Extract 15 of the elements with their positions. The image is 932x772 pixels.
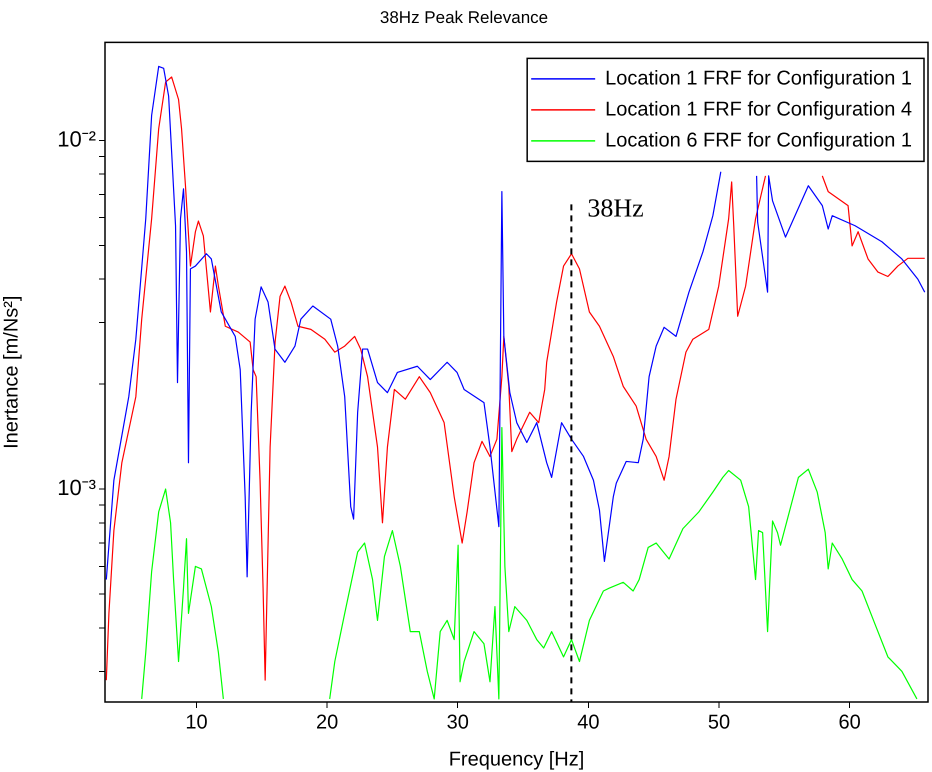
legend-label: Location 1 FRF for Configuration 1 — [605, 67, 912, 90]
y-tick-label: 10⁻³ — [57, 475, 96, 500]
x-tick-label: 10 — [185, 712, 208, 734]
x-axis-title: Frequency [Hz] — [448, 748, 584, 771]
x-tick-label: 30 — [446, 712, 469, 734]
legend-label: Location 6 FRF for Configuration 1 — [605, 129, 912, 152]
x-tick-label: 20 — [316, 712, 338, 734]
y-axis-title: Inertance [m/Ns²] — [0, 296, 23, 449]
x-tick-label: 40 — [577, 712, 600, 734]
ref-line-label: 38Hz — [587, 193, 644, 222]
x-tick-label: 60 — [838, 712, 861, 734]
y-tick-label: 10⁻² — [57, 126, 96, 152]
chart-title: 38Hz Peak Relevance — [380, 8, 548, 27]
x-tick-label: 50 — [708, 712, 730, 734]
legend-label: Location 1 FRF for Configuration 4 — [605, 98, 912, 120]
